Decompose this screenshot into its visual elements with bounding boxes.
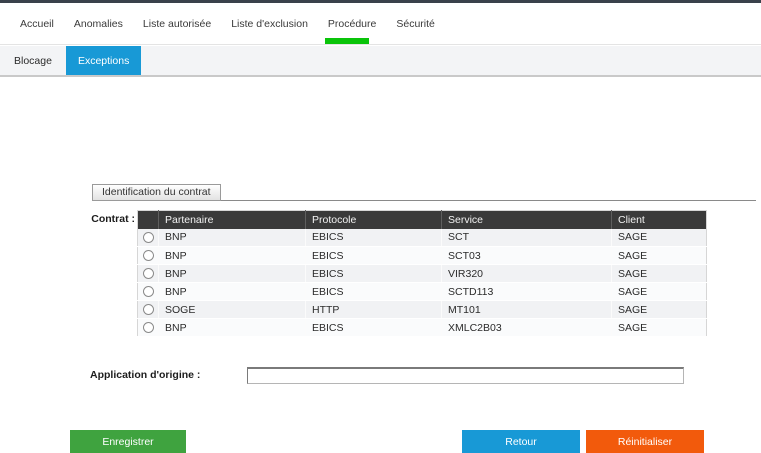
cell-protocole: EBICS: [305, 246, 442, 265]
page-content: Identification du contrat Contrat : Part…: [0, 77, 761, 453]
cell-protocole: EBICS: [305, 264, 442, 283]
cell-partenaire: BNP: [158, 282, 306, 301]
contrat-radio[interactable]: [142, 250, 154, 262]
row-radio-cell: [137, 318, 159, 337]
cell-client: SAGE: [611, 246, 707, 265]
cell-client: SAGE: [611, 282, 707, 301]
contrat-radio[interactable]: [142, 322, 154, 334]
contrat-radio[interactable]: [142, 304, 154, 316]
cell-client: SAGE: [611, 300, 707, 319]
fieldset-rule: Identification du contrat: [92, 184, 756, 201]
cell-client: SAGE: [611, 318, 707, 337]
cell-partenaire: SOGE: [158, 300, 306, 319]
col-partenaire: Partenaire: [158, 210, 306, 229]
cell-protocole: EBICS: [305, 228, 442, 247]
row-radio-cell: [137, 300, 159, 319]
save-button[interactable]: Enregistrer: [70, 430, 186, 453]
table-row: BNP EBICS XMLC2B03 SAGE: [137, 318, 707, 337]
cell-protocole: EBICS: [305, 282, 442, 301]
cell-service: SCT03: [441, 246, 612, 265]
col-client: Client: [611, 210, 707, 229]
cell-service: SCTD113: [441, 282, 612, 301]
row-radio-cell: [137, 246, 159, 265]
tab-bar: Blocage Exceptions: [0, 46, 761, 77]
row-radio-cell: [137, 282, 159, 301]
cell-protocole: HTTP: [305, 300, 442, 319]
row-radio-cell: [137, 264, 159, 283]
cell-partenaire: BNP: [158, 246, 306, 265]
main-nav: Accueil Anomalies Liste autorisée Liste …: [0, 3, 761, 45]
table-row: BNP EBICS VIR320 SAGE: [137, 264, 707, 283]
table-body: BNP EBICS SCT SAGE BNP EBICS SCT03 SAGE BNP EBICS…: [137, 228, 707, 337]
col-radio: [137, 210, 159, 229]
top-accent-bar: [0, 0, 761, 3]
fieldset-legend-identification: Identification du contrat: [92, 184, 221, 201]
cell-client: SAGE: [611, 264, 707, 283]
nav-item-securite[interactable]: Sécurité: [396, 17, 435, 30]
application-origine-input[interactable]: [247, 367, 684, 384]
table-row: BNP EBICS SCTD113 SAGE: [137, 282, 707, 301]
contrat-radio[interactable]: [142, 286, 154, 298]
contrat-radio[interactable]: [142, 268, 154, 280]
table-header-row: Partenaire Protocole Service Client: [137, 210, 707, 229]
cell-protocole: EBICS: [305, 318, 442, 337]
table-row: BNP EBICS SCT SAGE: [137, 228, 707, 247]
reset-button[interactable]: Réinitialiser: [586, 430, 704, 453]
active-nav-indicator: [324, 38, 369, 44]
row-radio-cell: [137, 228, 159, 247]
contract-table: Partenaire Protocole Service Client BNP E…: [137, 210, 707, 337]
contrat-radio[interactable]: [142, 231, 154, 243]
table-row: BNP EBICS SCT03 SAGE: [137, 246, 707, 265]
cell-service: SCT: [441, 228, 612, 247]
col-protocole: Protocole: [305, 210, 442, 229]
cell-service: XMLC2B03: [441, 318, 612, 337]
contrat-label: Contrat :: [91, 213, 135, 225]
cell-partenaire: BNP: [158, 264, 306, 283]
table-row: SOGE HTTP MT101 SAGE: [137, 300, 707, 319]
nav-item-accueil[interactable]: Accueil: [20, 17, 54, 30]
nav-item-anomalies[interactable]: Anomalies: [73, 17, 123, 30]
tab-exceptions[interactable]: Exceptions: [65, 46, 142, 75]
cell-partenaire: BNP: [158, 318, 306, 337]
col-service: Service: [441, 210, 612, 229]
nav-item-liste-autorisee[interactable]: Liste autorisée: [142, 17, 212, 30]
cell-partenaire: BNP: [158, 228, 306, 247]
tab-blocage[interactable]: Blocage: [14, 54, 52, 67]
nav-item-liste-exclusion[interactable]: Liste d'exclusion: [231, 17, 308, 30]
cell-service: VIR320: [441, 264, 612, 283]
cell-service: MT101: [441, 300, 612, 319]
nav-item-procedure[interactable]: Procédure: [323, 3, 381, 44]
cell-client: SAGE: [611, 228, 707, 247]
application-origine-label: Application d'origine :: [90, 369, 201, 381]
back-button[interactable]: Retour: [462, 430, 580, 453]
